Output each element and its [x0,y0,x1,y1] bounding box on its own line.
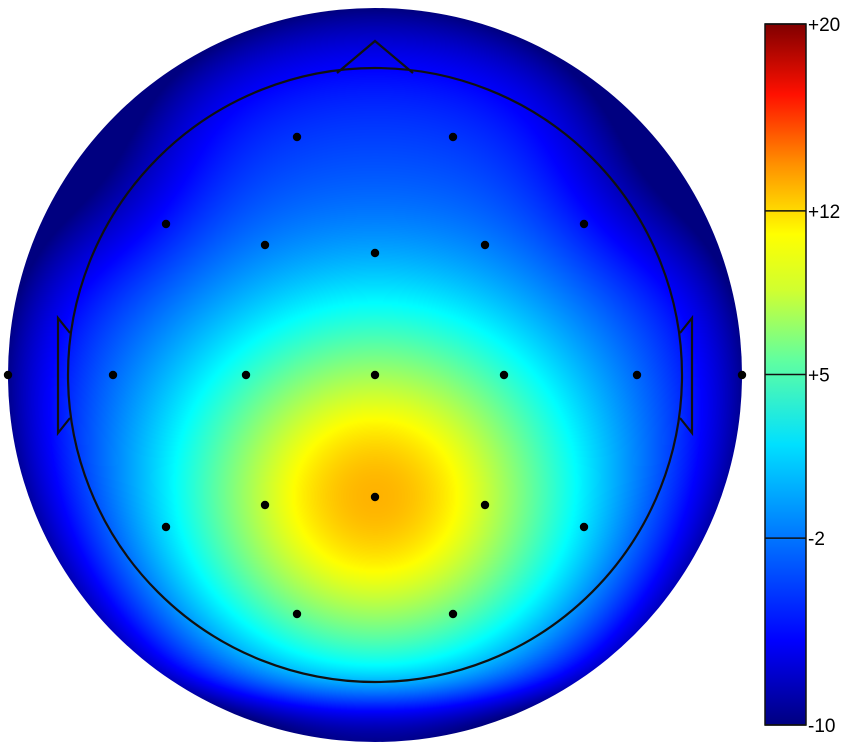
electrode-dot [292,132,302,142]
nose-outline [336,39,414,74]
electrode-dot [241,370,251,380]
electrode-dot [579,522,589,532]
head-circle [66,66,684,684]
electrode-dot [448,609,458,619]
colorbar-tick-label: +12 [808,202,840,223]
electrode-dot [480,500,490,510]
left-ear-outline [56,314,71,437]
colorbar: +20 +12 +5 -2 -10 [764,15,840,737]
colorbar-ticks: +20 +12 +5 -2 -10 [765,15,840,737]
electrode-dot [292,609,302,619]
electrode-markers [3,132,747,619]
electrode-dot [579,219,589,229]
colorbar-tick-label: +5 [808,366,830,387]
electrode-dot [260,500,270,510]
electrode-dot [370,492,380,502]
colorbar-tick-label: -2 [808,529,825,550]
electrode-dot [3,370,13,380]
electrode-dot [448,132,458,142]
electrode-dot [260,240,270,250]
electrode-dot [108,370,118,380]
electrode-dot [499,370,509,380]
electrode-dot [370,370,380,380]
electrode-dot [737,370,747,380]
colorbar-tick-label: -10 [808,716,835,737]
electrode-dot [161,219,171,229]
right-ear-outline [679,314,694,437]
electrode-dot [370,248,380,258]
electrode-dot [632,370,642,380]
head-outline [56,39,694,684]
electrode-dot [161,522,171,532]
colorbar-tick-label: +20 [808,15,840,36]
electrode-dot [480,240,490,250]
